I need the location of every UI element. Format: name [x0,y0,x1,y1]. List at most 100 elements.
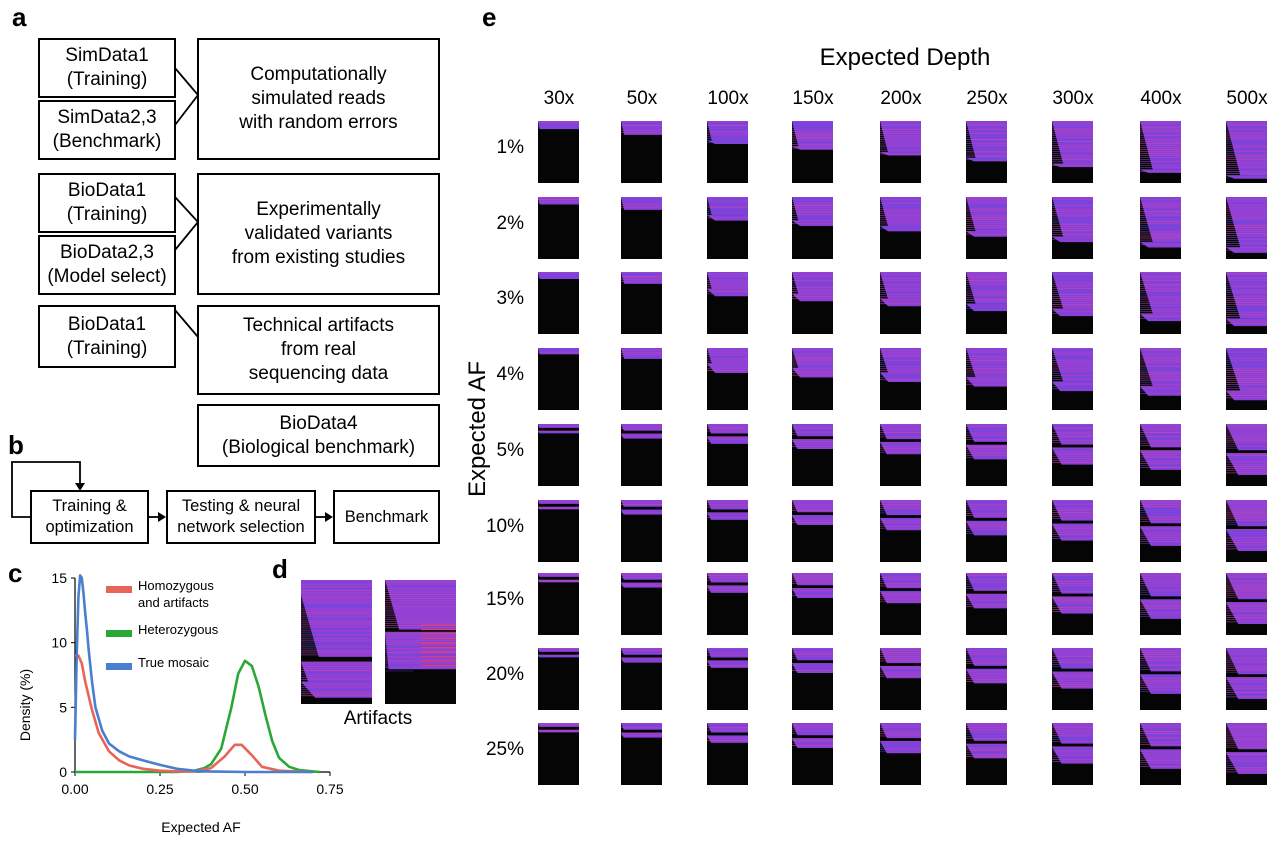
simdata1-box: SimData1 (Training) [38,38,176,98]
pileup-cell [538,573,579,635]
x-tick-label: 0.25 [146,781,173,797]
pileup-cell [966,197,1007,259]
pileup-cell [538,500,579,562]
pileup-cell [621,424,662,486]
simulated-reads-box: Computationally simulated reads with ran… [197,38,440,160]
pileup-cell [621,573,662,635]
af-row-label: 5% [496,440,524,461]
pileup-cell [621,272,662,334]
pileup-cell [966,500,1007,562]
density-chart: 0 5 10 15 0.00 0.25 0.50 0.75 Homozygous and art… [17,570,344,835]
pileup-cell [966,573,1007,635]
pileup-cell [707,723,748,785]
biodata23-box: BioData2,3 (Model select) [38,235,176,295]
pileup-cell [1052,424,1093,486]
panel-label-b: b [8,430,24,460]
x-tick-label: 0.50 [231,781,258,797]
legend-swatch [106,586,132,593]
pileup-cell [880,348,921,410]
pileup-cell [880,648,921,710]
pileup-cell [621,648,662,710]
series-line-true-mosaic [73,574,313,774]
pileup-cell [538,723,579,785]
pileup-cell [880,121,921,183]
biodata4-box: BioData4 (Biological benchmark) [197,404,440,467]
pileup-cell [707,424,748,486]
y-tick-label: 5 [59,699,67,715]
chart-x-axis-label: Expected AF [161,819,240,835]
pileup-cell [1052,573,1093,635]
pileup-cell [538,424,579,486]
pileup-cell [1052,648,1093,710]
pileup-cell [966,723,1007,785]
pileup-cell [792,723,833,785]
panel-b-arrows [11,461,333,522]
depth-column-label: 100x [707,88,749,109]
x-tick-label: 0.75 [316,781,343,797]
pileup-cell [1226,272,1267,334]
af-row-label: 15% [485,589,524,610]
validated-variants-box: Experimentally validated variants from e… [197,173,440,295]
pileup-cell [880,723,921,785]
pileup-cell [1226,573,1267,635]
pileup-cell [1226,197,1267,259]
pileup-cell [621,723,662,785]
pileup-cell [966,272,1007,334]
pileup-cell [792,272,833,334]
pileup-cell [707,197,748,259]
pileup-cell [707,573,748,635]
pileup-cell [621,500,662,562]
artifacts-caption: Artifacts [343,708,413,729]
af-row-label: 25% [485,739,524,760]
af-row-label: 20% [485,664,524,685]
pileup-cell [1226,723,1267,785]
af-row-label: 10% [485,516,524,537]
depth-column-label: 500x [1226,88,1268,109]
depth-column-label: 30x [543,88,575,109]
pileup-cell [1140,424,1181,486]
pileup-cell [707,348,748,410]
pileup-cell [1052,723,1093,785]
pileup-cell [880,424,921,486]
benchmark-step-box: Benchmark [333,490,440,544]
chart-y-axis-label: Density (%) [17,669,33,741]
pileup-cell [880,500,921,562]
pileup-cell [621,197,662,259]
pileup-cell [1140,348,1181,410]
depth-column-label: 250x [966,88,1008,109]
af-row-label: 3% [496,288,524,309]
pileup-cell [792,500,833,562]
pileup-cell [1052,197,1093,259]
artifact-pileups [301,580,456,704]
pileup-cell [707,500,748,562]
legend-entry: Heterozygous [138,622,219,637]
depth-column-label: 400x [1140,88,1182,109]
y-tick-label: 15 [51,570,67,586]
depth-column-label: 300x [1052,88,1094,109]
series-line-homozygous [75,654,314,774]
pileup-cell [1226,348,1267,410]
pileup-cell [792,424,833,486]
pileup-cell [538,648,579,710]
legend-entry: Homozygous and artifacts [138,578,214,610]
depth-column-label: 50x [626,88,658,109]
biodata1-box: BioData1 (Training) [38,173,176,233]
pileup-cell [707,272,748,334]
pileup-cell [1052,500,1093,562]
pileup-cell [1226,121,1267,183]
pileup-cell [1052,272,1093,334]
y-tick-label: 0 [59,764,67,780]
af-row-label: 4% [496,364,524,385]
af-row-label: 1% [496,137,524,158]
pileup-cell [792,573,833,635]
pileup-cell [1052,121,1093,183]
pileup-cell [1140,573,1181,635]
panel-label-a: a [12,2,27,32]
pileup-cell [1226,648,1267,710]
pileup-cell [1140,272,1181,334]
pileup-cell [1140,197,1181,259]
pileup-cell [792,648,833,710]
pileup-cell [880,197,921,259]
testing-step-box: Testing & neural network selection [166,490,316,544]
training-step-box: Training & optimization [30,490,149,544]
